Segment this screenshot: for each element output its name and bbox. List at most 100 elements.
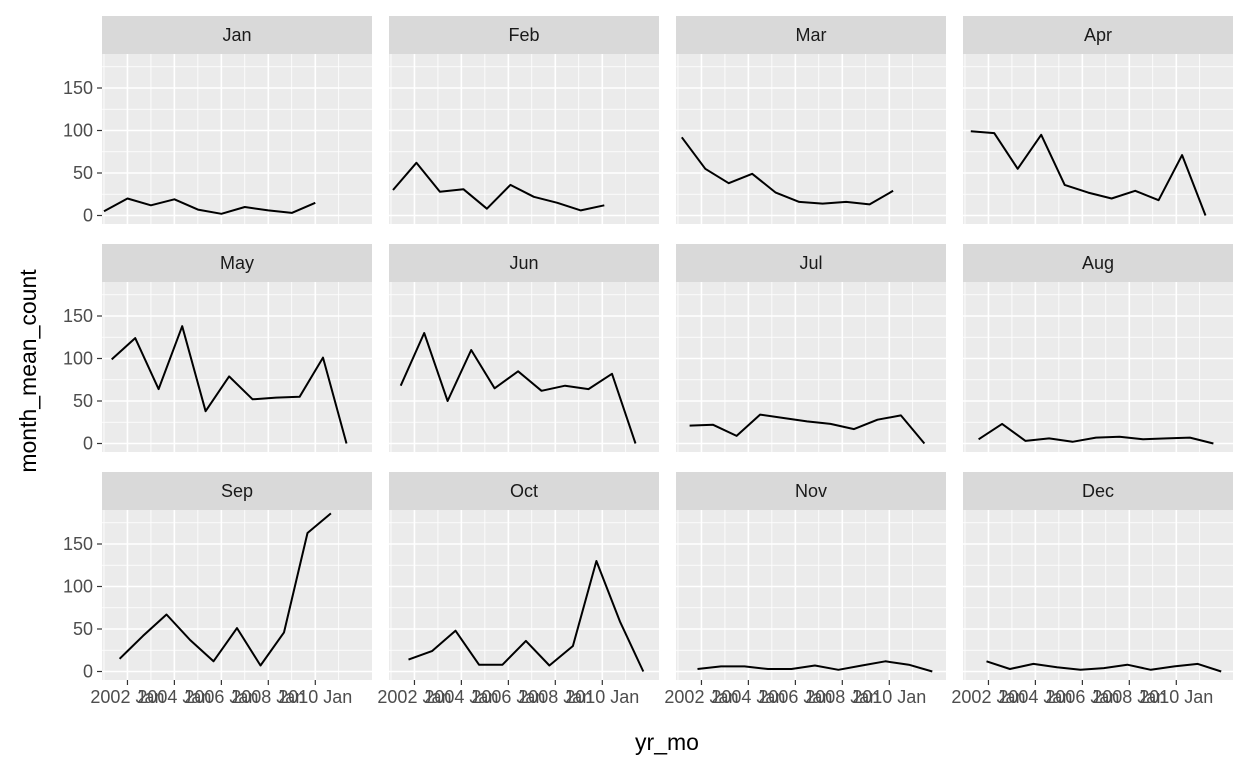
facet-strip-label: Oct: [510, 481, 538, 501]
x-tick-label: 2002 Jan: [664, 687, 738, 707]
x-tick-label: 2006 Jan: [758, 687, 832, 707]
facet-panel-nov: Nov: [676, 472, 946, 680]
panel-background: [102, 510, 372, 680]
facet-panel-dec: Dec: [963, 472, 1233, 680]
gridlines: [676, 510, 946, 680]
panel-background: [102, 54, 372, 224]
facet-strip-label: Dec: [1082, 481, 1114, 501]
y-tick-label: 100: [63, 577, 93, 597]
facet-strip-label: Jun: [509, 253, 538, 273]
facet-strip-label: May: [220, 253, 254, 273]
x-tick-label: 2004 Jan: [711, 687, 785, 707]
y-tick-label: 0: [83, 434, 93, 454]
gridlines: [102, 282, 372, 452]
gridlines: [102, 54, 372, 224]
x-tick-label: 2010 Jan: [852, 687, 926, 707]
x-tick-label: 2004 Jan: [424, 687, 498, 707]
facet-strip-label: Feb: [508, 25, 539, 45]
gridlines: [963, 282, 1233, 452]
y-tick-label: 50: [73, 619, 93, 639]
series-line-feb: [392, 161, 605, 212]
facet-strip-label: Mar: [796, 25, 827, 45]
facet-panel-apr: Apr: [963, 16, 1233, 224]
x-tick-label: 2008 Jan: [518, 687, 592, 707]
x-tick-label: 2010 Jan: [1139, 687, 1213, 707]
facet-strip: [676, 16, 946, 54]
facet-strip: [963, 472, 1233, 510]
series-line-may: [111, 325, 348, 444]
facet-panel-jan: Jan: [102, 16, 372, 224]
series-line-aug: [978, 422, 1214, 445]
y-tick-label: 50: [73, 391, 93, 411]
series-line-mar: [680, 136, 894, 206]
facet-strip-label: Jan: [222, 25, 251, 45]
series-line-dec: [986, 660, 1222, 673]
y-tick-label: 150: [63, 534, 93, 554]
panel-background: [963, 282, 1233, 452]
facet-strip: [102, 16, 372, 54]
facet-strip-label: Sep: [221, 481, 253, 501]
facet-panel-aug: Aug: [963, 244, 1233, 452]
facet-strip-label: Nov: [795, 481, 827, 501]
facet-panel-jun: Jun: [389, 244, 659, 452]
x-tick-label: 2002 Jan: [90, 687, 164, 707]
facet-strip: [963, 244, 1233, 282]
panel-background: [963, 510, 1233, 680]
x-tick-label: 2010 Jan: [278, 687, 352, 707]
x-tick-label: 2006 Jan: [1045, 687, 1119, 707]
facet-panels: Jan Feb Mar Apr May Jun Jul Aug Sep Oct Nov Dec: [102, 16, 1233, 680]
x-axis-title: yr_mo: [635, 729, 699, 755]
facet-strip: [102, 244, 372, 282]
facet-strip: [963, 16, 1233, 54]
facet-panel-oct: Oct: [389, 472, 659, 680]
y-tick-label: 100: [63, 121, 93, 141]
x-tick-label: 2010 Jan: [565, 687, 639, 707]
x-tick-label: 2004 Jan: [137, 687, 211, 707]
series-line-jun: [399, 332, 637, 444]
y-tick-label: 50: [73, 163, 93, 183]
facet-strip: [676, 244, 946, 282]
y-tick-label: 150: [63, 306, 93, 326]
y-tick-label: 100: [63, 349, 93, 369]
panel-background: [676, 282, 946, 452]
facet-strip-label: Apr: [1084, 25, 1112, 45]
gridlines: [963, 510, 1233, 680]
facet-panel-mar: Mar: [676, 16, 946, 224]
x-tick-label: 2008 Jan: [231, 687, 305, 707]
y-axis-title: month_mean_count: [15, 269, 41, 473]
x-tick-label: 2004 Jan: [998, 687, 1072, 707]
gridlines: [676, 54, 946, 224]
gridlines: [389, 282, 659, 452]
gridlines: [389, 54, 659, 224]
series-line-jul: [689, 413, 926, 445]
panel-background: [102, 282, 372, 452]
series-line-nov: [697, 660, 933, 673]
panel-background: [676, 510, 946, 680]
facet-panel-jul: Jul: [676, 244, 946, 452]
gridlines: [102, 510, 372, 680]
panel-background: [389, 282, 659, 452]
facet-strip: [389, 472, 659, 510]
panel-background: [676, 54, 946, 224]
facet-strip: [389, 244, 659, 282]
x-tick-label: 2002 Jan: [377, 687, 451, 707]
x-tick-label: 2008 Jan: [805, 687, 879, 707]
facet-panel-sep: Sep: [102, 472, 372, 680]
gridlines: [389, 510, 659, 680]
panel-background: [963, 54, 1233, 224]
y-tick-label: 150: [63, 78, 93, 98]
series-line-oct: [408, 560, 645, 672]
facet-strip: [389, 16, 659, 54]
panel-background: [389, 54, 659, 224]
facet-panel-may: May: [102, 244, 372, 452]
panel-background: [389, 510, 659, 680]
series-line-sep: [118, 512, 332, 667]
series-line-apr: [970, 130, 1207, 216]
y-tick-label: 0: [83, 206, 93, 226]
x-tick-label: 2006 Jan: [184, 687, 258, 707]
facet-strip: [676, 472, 946, 510]
gridlines: [676, 282, 946, 452]
facet-strip-label: Aug: [1082, 253, 1114, 273]
